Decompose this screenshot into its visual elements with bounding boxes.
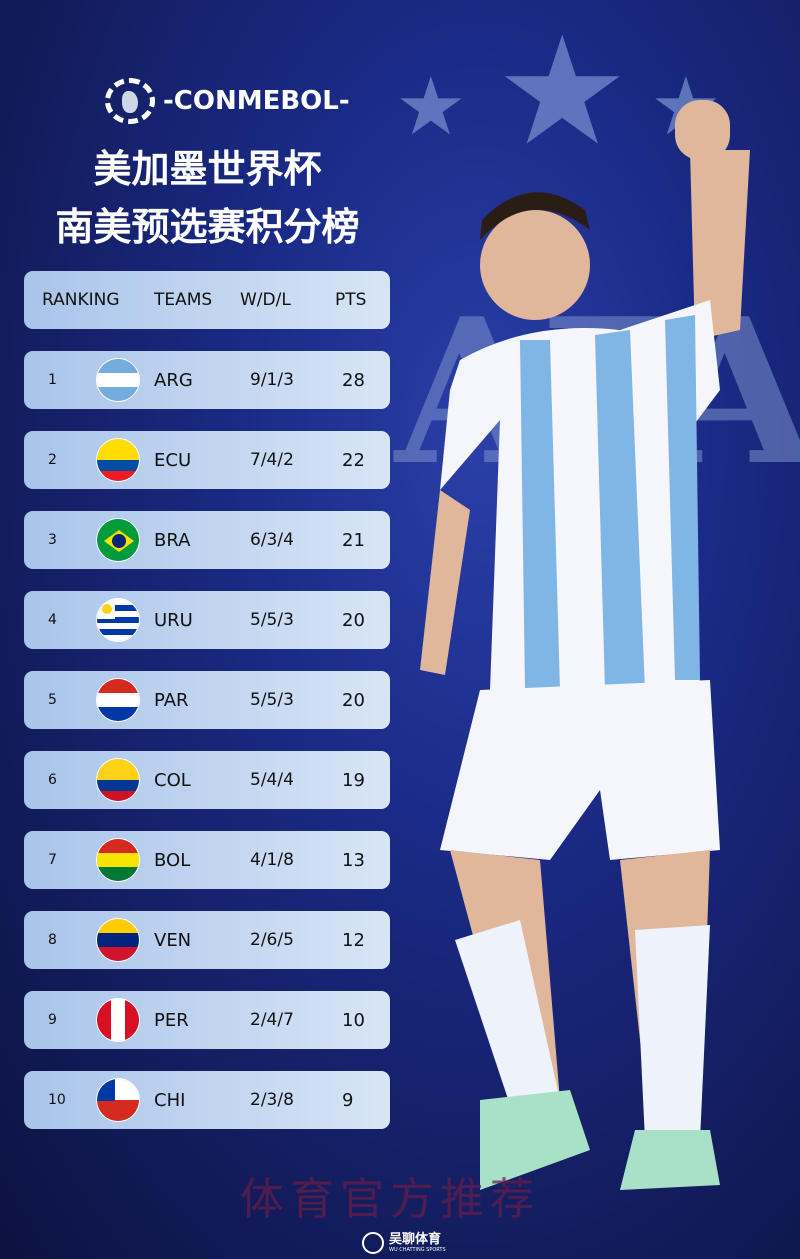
table-row: 5 PAR 5/5/3 20 — [24, 671, 390, 729]
wdl: 6/3/4 — [250, 530, 294, 550]
rank: 10 — [48, 1092, 66, 1108]
table-row: 6 COL 5/4/4 19 — [24, 751, 390, 809]
flag-ven-icon — [96, 918, 140, 962]
rank: 7 — [48, 852, 57, 868]
flag-par-icon — [96, 678, 140, 722]
points: 10 — [342, 1009, 365, 1031]
star-icon: ★ — [495, 5, 630, 179]
team-name: COL — [154, 769, 191, 791]
wdl: 5/4/4 — [250, 770, 294, 790]
wdl: 7/4/2 — [250, 450, 294, 470]
team-name: BRA — [154, 529, 191, 551]
page-title: 美加墨世界杯 南美预选赛积分榜 — [0, 140, 415, 256]
wdl: 2/6/5 — [250, 930, 294, 950]
header-wdl: W/D/L — [240, 290, 291, 310]
team-name: PAR — [154, 689, 189, 711]
wdl: 5/5/3 — [250, 610, 294, 630]
flag-per-icon — [96, 998, 140, 1042]
team-name: BOL — [154, 849, 191, 871]
brand-sub: WU CHATTING SPORTS — [389, 1247, 446, 1253]
points: 28 — [342, 369, 365, 391]
table-header: RANKING TEAMS W/D/L PTS — [24, 271, 390, 329]
wdl: 9/1/3 — [250, 370, 294, 390]
points: 22 — [342, 449, 365, 471]
watermark-text: 体育官方推荐 — [240, 1174, 540, 1225]
table-row: 8 VEN 2/6/5 12 — [24, 911, 390, 969]
header-ranking: RANKING — [42, 290, 120, 310]
wdl: 2/4/7 — [250, 1010, 294, 1030]
wdl: 4/1/8 — [250, 850, 294, 870]
points: 21 — [342, 529, 365, 551]
points: 12 — [342, 929, 365, 951]
team-name: VEN — [154, 929, 192, 951]
points: 9 — [342, 1089, 354, 1111]
points: 20 — [342, 609, 365, 631]
rank: 6 — [48, 772, 57, 788]
table-row: 2 ECU 7/4/2 22 — [24, 431, 390, 489]
star-icon: ★ — [395, 60, 467, 153]
team-name: URU — [154, 609, 193, 631]
header-teams: TEAMS — [154, 290, 213, 310]
rank: 3 — [48, 532, 57, 548]
rank: 4 — [48, 612, 57, 628]
title-line-1: 美加墨世界杯 — [93, 147, 322, 191]
team-name: ARG — [154, 369, 193, 391]
table-row: 9 PER 2/4/7 10 — [24, 991, 390, 1049]
flag-ecu-icon — [96, 438, 140, 482]
table-row: 4 URU 5/5/3 20 — [24, 591, 390, 649]
header-pts: PTS — [335, 290, 367, 310]
points: 13 — [342, 849, 365, 871]
flag-bol-icon — [96, 838, 140, 882]
player-image — [420, 100, 750, 1190]
rank: 2 — [48, 452, 57, 468]
conmebol-logo: -CONMEBOL- — [105, 78, 350, 124]
table-row: 3 BRA 6/3/4 21 — [24, 511, 390, 569]
brand-logo: 吴聊体育 WU CHATTING SPORTS — [362, 1232, 446, 1254]
points: 20 — [342, 689, 365, 711]
logo-text: -CONMEBOL- — [163, 86, 350, 116]
flag-chi-icon — [96, 1078, 140, 1122]
rank: 8 — [48, 932, 57, 948]
wdl: 5/5/3 — [250, 690, 294, 710]
table-row: 1 ARG 9/1/3 28 — [24, 351, 390, 409]
rank: 9 — [48, 1012, 57, 1028]
rank: 5 — [48, 692, 57, 708]
team-name: PER — [154, 1009, 189, 1031]
wdl: 2/3/8 — [250, 1090, 294, 1110]
team-name: ECU — [154, 449, 192, 471]
flag-col-icon — [96, 758, 140, 802]
title-line-2: 南美预选赛积分榜 — [55, 205, 360, 249]
points: 19 — [342, 769, 365, 791]
table-row: 7 BOL 4/1/8 13 — [24, 831, 390, 889]
brand-name: 吴聊体育 — [389, 1232, 442, 1247]
flag-arg-icon — [96, 358, 140, 402]
flag-bra-icon — [96, 518, 140, 562]
table-row: 10 CHI 2/3/8 9 — [24, 1071, 390, 1129]
team-name: CHI — [154, 1089, 186, 1111]
brand-icon — [362, 1232, 384, 1254]
rank: 1 — [48, 372, 57, 388]
flag-uru-icon — [96, 598, 140, 642]
conmebol-ball-icon — [105, 78, 155, 124]
